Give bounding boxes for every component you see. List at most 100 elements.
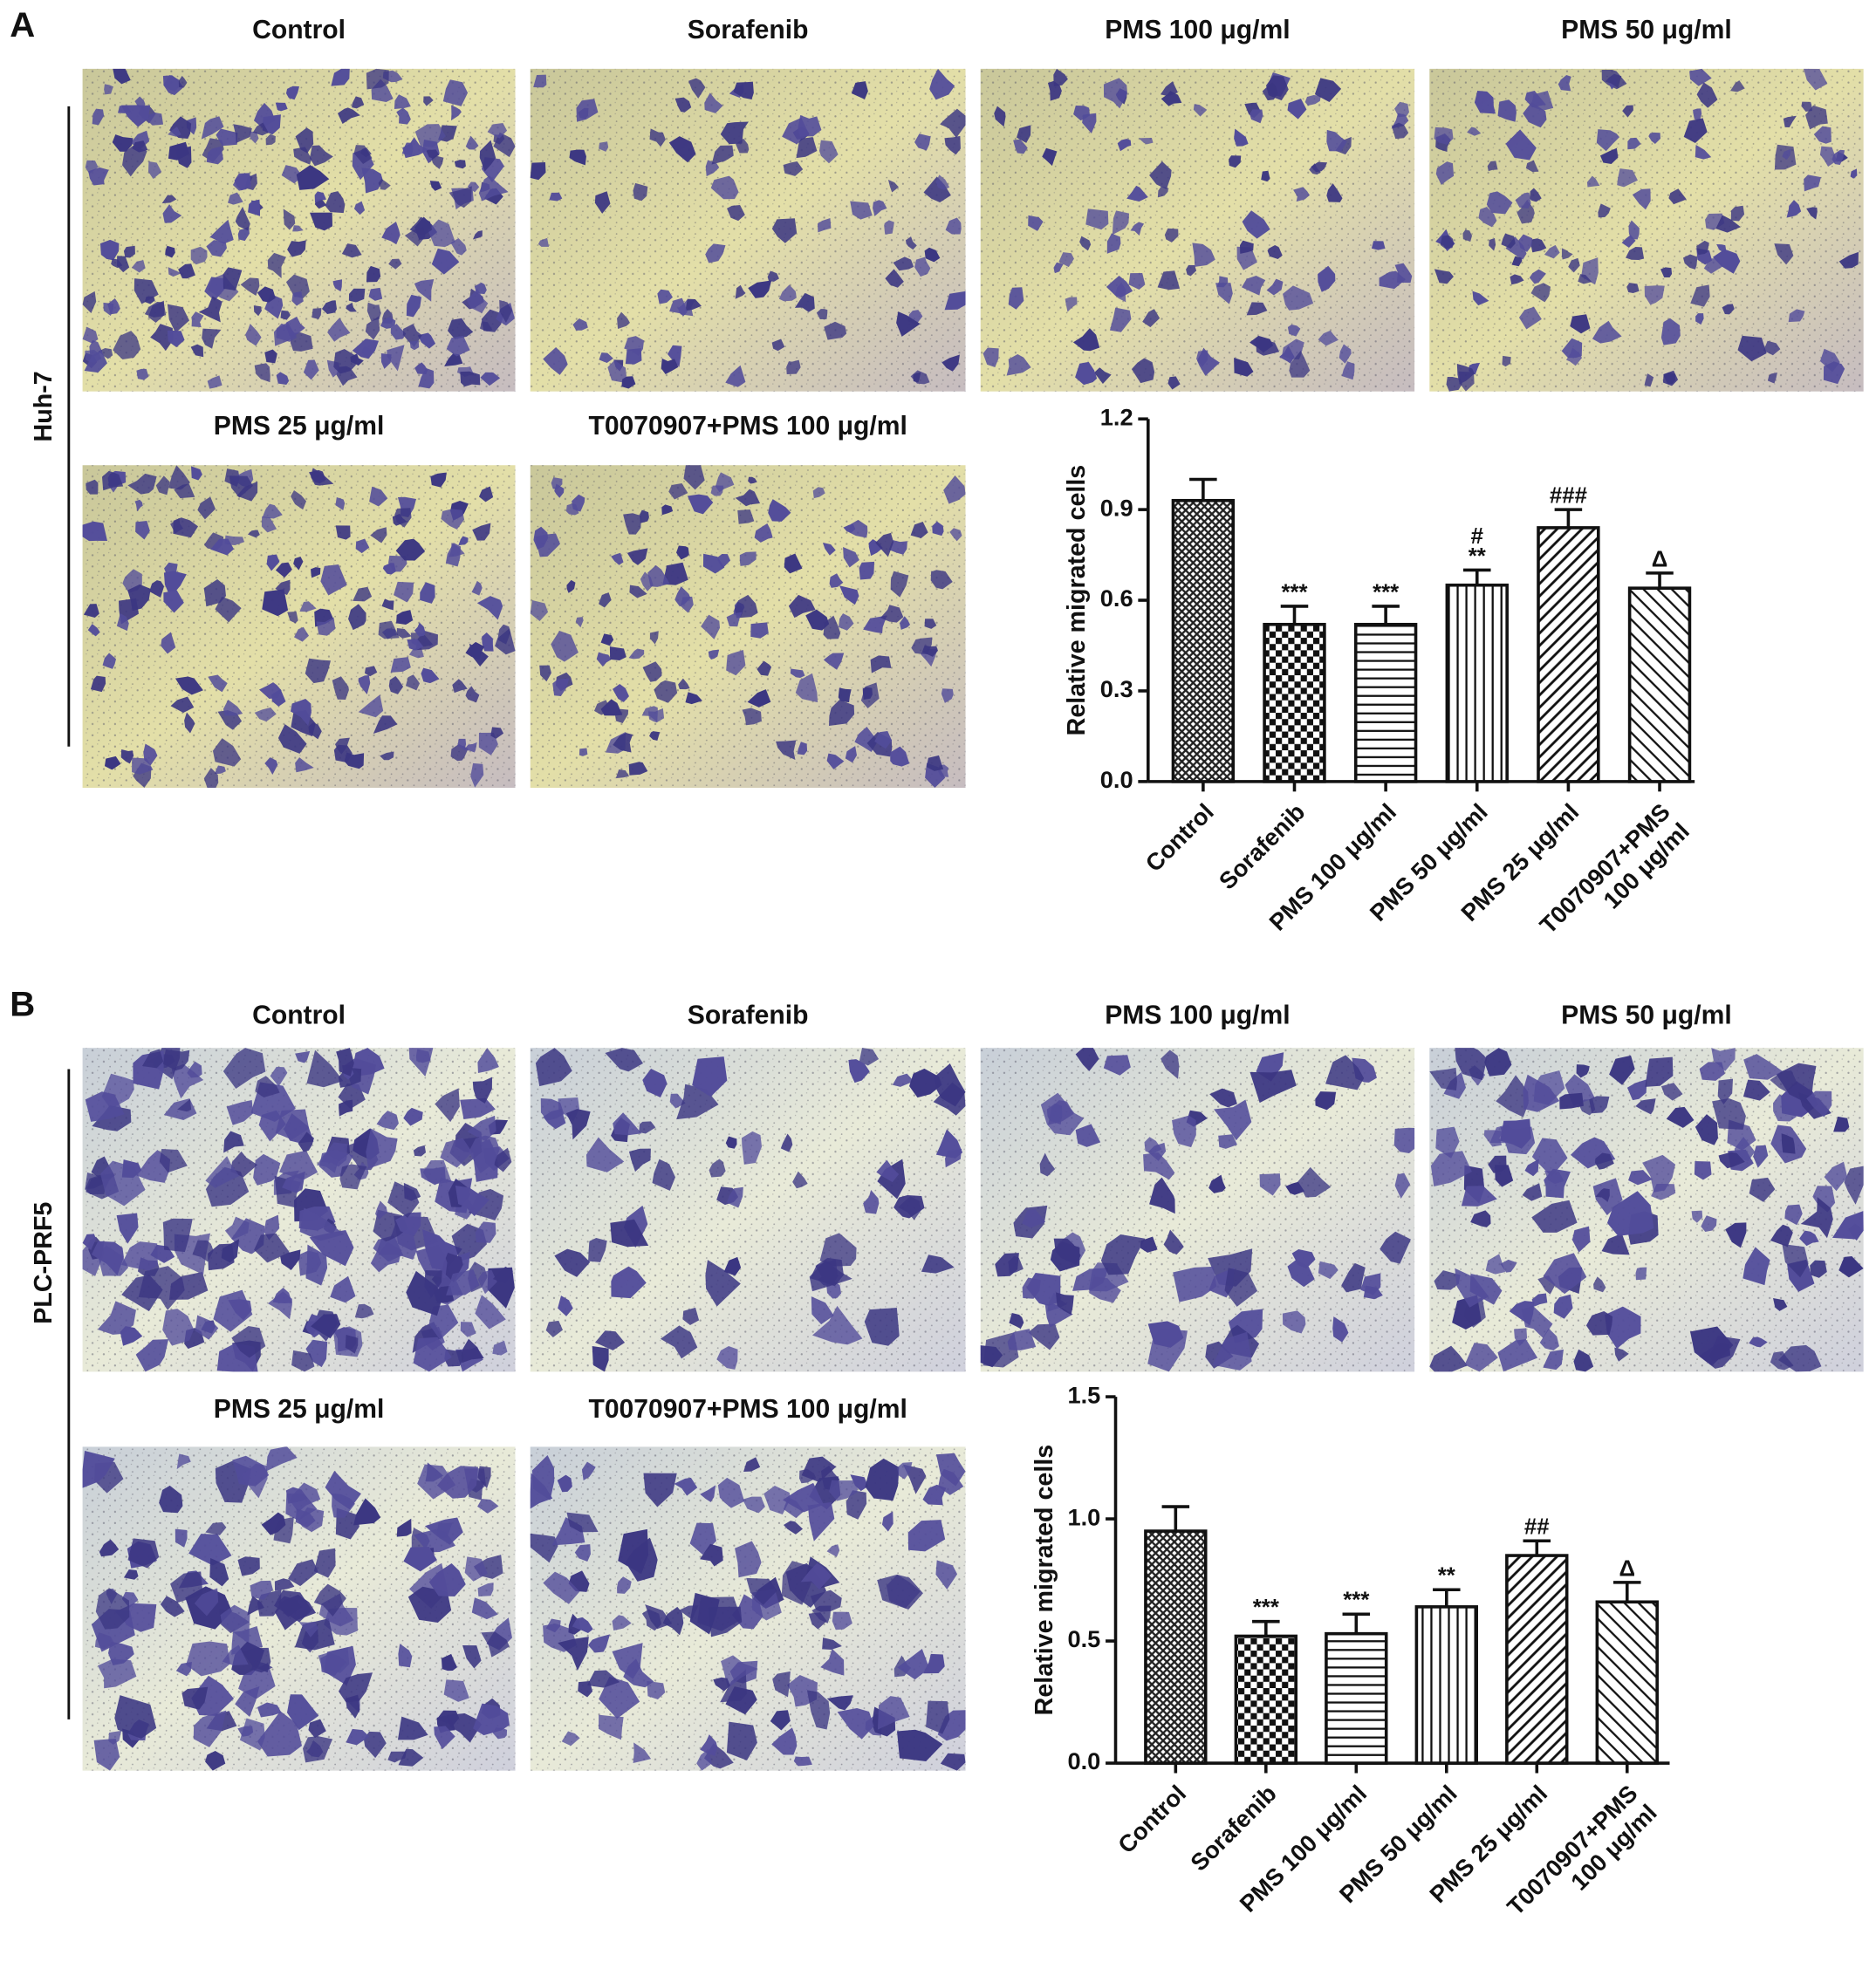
stained-cell: [191, 311, 204, 328]
stained-cell: [1749, 1336, 1768, 1348]
stained-cell: [465, 135, 479, 150]
stained-cell: [339, 1164, 367, 1190]
micrograph: [530, 68, 966, 392]
stained-cell: [295, 757, 314, 773]
stained-cell: [1157, 186, 1168, 198]
stained-cell: [930, 570, 953, 590]
stained-cell: [1380, 1231, 1411, 1264]
stained-cell: [1140, 1236, 1158, 1253]
stained-cell: [387, 345, 405, 372]
stained-cell: [994, 106, 1006, 127]
stained-cell: [838, 687, 852, 703]
stained-cell: [1164, 228, 1179, 243]
stained-cell: [472, 523, 491, 541]
stained-cell: [735, 284, 746, 299]
stained-cell: [1788, 309, 1805, 323]
stained-cell: [276, 322, 298, 342]
significance-marker: Δ: [1619, 1556, 1635, 1581]
stained-cell: [178, 75, 188, 88]
stained-cell: [1696, 82, 1718, 108]
stained-cell: [394, 581, 414, 603]
stained-cell: [1332, 1316, 1349, 1343]
stained-cell: [394, 508, 412, 528]
stained-cell: [1628, 220, 1640, 240]
stained-cell: [1240, 240, 1254, 254]
stained-cell: [1539, 1328, 1559, 1351]
stained-cell: [467, 1115, 496, 1142]
stained-cell: [87, 624, 100, 637]
stained-cell: [205, 1521, 227, 1535]
stained-cell: [654, 680, 678, 703]
stained-cell: [674, 97, 692, 113]
stained-cell: [1565, 347, 1583, 366]
stained-cell: [941, 688, 954, 703]
stained-cell: [273, 1516, 294, 1544]
stained-cell: [754, 523, 773, 543]
stained-cell: [444, 353, 463, 367]
stained-cell: [888, 540, 907, 555]
stained-cell: [643, 1473, 677, 1507]
stained-cell: [1770, 1224, 1793, 1248]
stained-cell: [1530, 283, 1551, 303]
stained-cell: [1085, 209, 1109, 230]
stained-cell: [423, 96, 434, 106]
stained-cell: [403, 1107, 423, 1126]
stained-cell: [398, 1644, 413, 1668]
stained-cell: [417, 332, 436, 349]
stained-cell: [477, 1583, 494, 1596]
stained-cell: [136, 368, 149, 380]
stained-cell: [1218, 1134, 1237, 1149]
stained-cell: [320, 564, 347, 596]
stained-cell: [1242, 275, 1266, 296]
stained-cell: [348, 288, 366, 303]
stained-cell: [250, 1660, 273, 1673]
stained-cell: [657, 289, 673, 304]
stained-cell: [826, 1544, 840, 1557]
stained-cell: [818, 140, 839, 164]
stained-cell: [1212, 1331, 1252, 1371]
stained-cell: [295, 1508, 316, 1528]
stained-cell: [167, 330, 185, 348]
stained-cell: [1267, 244, 1283, 260]
stained-cell: [159, 1148, 188, 1173]
stained-cell: [687, 494, 714, 515]
stained-cell: [674, 1477, 698, 1496]
stained-cell: [353, 1498, 381, 1526]
stained-cell: [727, 204, 745, 222]
stained-cell: [530, 161, 546, 181]
stained-cell: [327, 318, 351, 342]
stained-cell: [1318, 330, 1339, 346]
stained-cell: [239, 1718, 265, 1751]
stained-cell: [914, 256, 931, 277]
stained-cell: [325, 1470, 361, 1510]
stained-cell: [1690, 284, 1710, 307]
stained-cell: [1838, 1255, 1864, 1278]
stained-cell: [190, 344, 204, 358]
stained-cell: [477, 1466, 491, 1489]
stained-cell: [94, 1632, 114, 1650]
stained-cell: [688, 78, 706, 99]
stained-cell: [1250, 1070, 1297, 1104]
stained-cell: [545, 1618, 561, 1633]
stained-cell: [1073, 106, 1091, 121]
stained-cell: [254, 1233, 290, 1263]
stained-cell: [832, 1611, 852, 1630]
stained-cell: [800, 1562, 832, 1589]
stained-cell: [572, 318, 588, 331]
micrograph: [530, 1446, 966, 1771]
stained-cell: [390, 324, 407, 340]
stained-cell: [574, 1544, 591, 1562]
micrograph: [82, 1048, 516, 1372]
stained-cell: [440, 1138, 473, 1168]
stained-cell: [1693, 108, 1702, 121]
stained-cell: [1379, 270, 1406, 290]
stained-cell: [922, 1484, 947, 1506]
stained-cell: [311, 567, 321, 578]
stained-cell: [817, 218, 832, 233]
stained-cell: [198, 296, 223, 323]
stained-cell: [805, 609, 830, 631]
stained-cell: [661, 358, 679, 375]
stained-cell: [469, 643, 489, 667]
stained-cell: [1470, 1210, 1491, 1227]
stained-cell: [933, 1082, 966, 1116]
